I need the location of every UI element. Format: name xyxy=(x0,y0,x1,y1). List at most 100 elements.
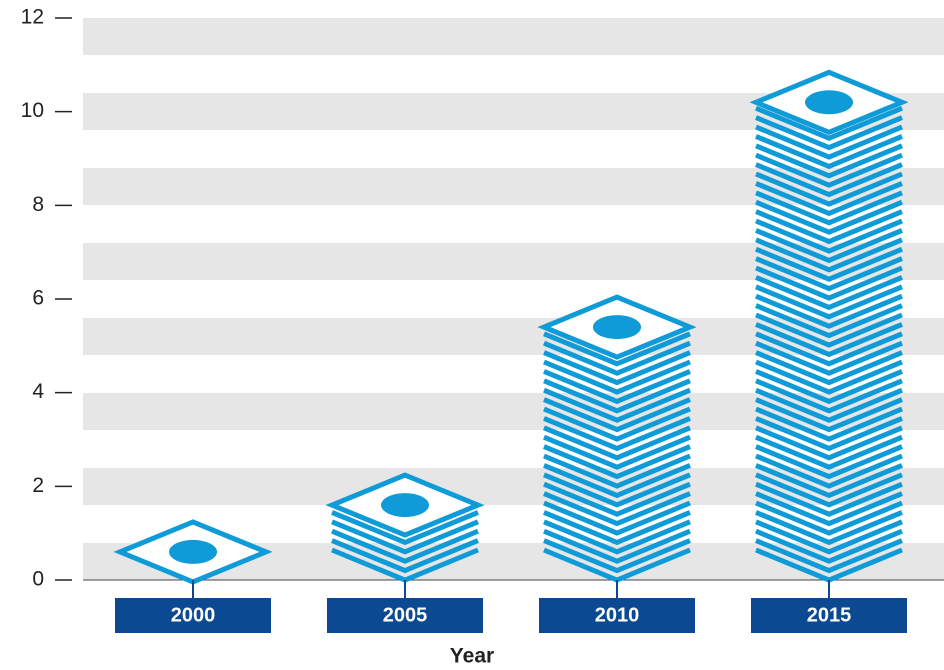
stack-layer xyxy=(755,510,903,546)
stack-layer xyxy=(755,293,903,329)
stack-layer xyxy=(755,378,903,414)
stack-layer xyxy=(543,331,691,367)
stack-layer xyxy=(543,397,691,433)
stack-layer xyxy=(543,369,691,405)
stack-layer xyxy=(543,378,691,414)
y-tick-label: 12 xyxy=(21,6,44,29)
y-tick-label: 6 xyxy=(32,287,44,310)
y-tick-label: 10 xyxy=(21,99,44,122)
x-tick-label: 2015 xyxy=(807,604,852,626)
stack-layer xyxy=(755,246,903,282)
stack-layer xyxy=(755,491,903,527)
stack-layer xyxy=(755,359,903,395)
stack-layer xyxy=(755,453,903,489)
stack-layer xyxy=(543,500,691,536)
money-stack xyxy=(537,294,697,583)
stack-layer xyxy=(755,387,903,423)
stack-layer xyxy=(543,472,691,508)
stack-layer xyxy=(755,152,903,188)
stack-layer xyxy=(543,359,691,395)
stack-layer xyxy=(543,528,691,564)
stack-layer xyxy=(755,397,903,433)
stack-layer xyxy=(331,538,479,574)
bill-emblem xyxy=(805,90,853,115)
stack-layer xyxy=(543,406,691,442)
stack-layer xyxy=(543,481,691,517)
stack-layer xyxy=(755,350,903,386)
y-tick-label: 8 xyxy=(32,193,44,216)
x-tick-label: 2005 xyxy=(383,604,428,626)
stack-layer xyxy=(755,463,903,499)
stack-layer xyxy=(755,209,903,245)
money-stack xyxy=(749,69,909,583)
stack-layer xyxy=(755,340,903,376)
stack-layer xyxy=(543,519,691,555)
stack-layer xyxy=(755,171,903,207)
category-box xyxy=(751,598,907,633)
stack-layer xyxy=(331,510,479,546)
stack-layer xyxy=(543,434,691,470)
y-tick-label: 4 xyxy=(32,380,44,403)
stack-layer xyxy=(755,181,903,217)
stack-layer xyxy=(755,519,903,555)
stack-layer xyxy=(543,425,691,461)
bill-emblem xyxy=(169,539,217,564)
stack-layer xyxy=(755,134,903,170)
stack-layer xyxy=(755,228,903,264)
stack-layer xyxy=(543,444,691,480)
stack-layer xyxy=(543,453,691,489)
bill-emblem xyxy=(381,493,429,518)
stack-layer xyxy=(755,425,903,461)
stack-layer xyxy=(755,275,903,311)
stack-layer xyxy=(755,284,903,320)
stack-layer xyxy=(755,481,903,517)
stack-layer xyxy=(755,237,903,273)
stack-layer xyxy=(755,190,903,226)
money-stack xyxy=(113,519,273,585)
stack-layer xyxy=(755,115,903,151)
stack-layer xyxy=(755,256,903,292)
stack-layer xyxy=(755,199,903,235)
stack-layer xyxy=(543,416,691,452)
stack-layer xyxy=(755,303,903,339)
stack-layer xyxy=(755,143,903,179)
stack-layer xyxy=(755,416,903,452)
stack-layer xyxy=(755,434,903,470)
stack-layer xyxy=(755,528,903,564)
x-axis-title: Year xyxy=(450,645,494,668)
stack-layer xyxy=(755,406,903,442)
stack-layer xyxy=(543,491,691,527)
category-box xyxy=(539,598,695,633)
stack-layer xyxy=(755,312,903,348)
stack-layer xyxy=(331,528,479,564)
category-box xyxy=(115,598,271,633)
y-tick-label: 0 xyxy=(32,568,44,591)
stack-layer xyxy=(543,463,691,499)
stack-layer xyxy=(755,218,903,254)
stack-layer xyxy=(755,322,903,358)
stack-layer xyxy=(755,124,903,160)
stack-layer xyxy=(755,105,903,141)
money-stack xyxy=(325,472,485,583)
x-tick-label: 2000 xyxy=(171,604,216,626)
stack-layer xyxy=(755,162,903,198)
stack-layer xyxy=(755,500,903,536)
stack-layer xyxy=(543,538,691,574)
category-box xyxy=(327,598,483,633)
stack-layer xyxy=(543,510,691,546)
stack-layer xyxy=(543,340,691,376)
stack-layer xyxy=(755,444,903,480)
stack-layer xyxy=(543,387,691,423)
stack-layer xyxy=(755,331,903,367)
y-tick-label: 2 xyxy=(32,474,44,497)
stack-layer xyxy=(755,369,903,405)
stack-layer xyxy=(755,538,903,574)
stack-layer xyxy=(543,350,691,386)
x-tick-label: 2010 xyxy=(595,604,640,626)
stack-layer xyxy=(755,472,903,508)
stack-layer xyxy=(331,519,479,555)
stack-layer xyxy=(755,265,903,301)
bill-emblem xyxy=(593,315,641,340)
background-band xyxy=(83,18,944,55)
